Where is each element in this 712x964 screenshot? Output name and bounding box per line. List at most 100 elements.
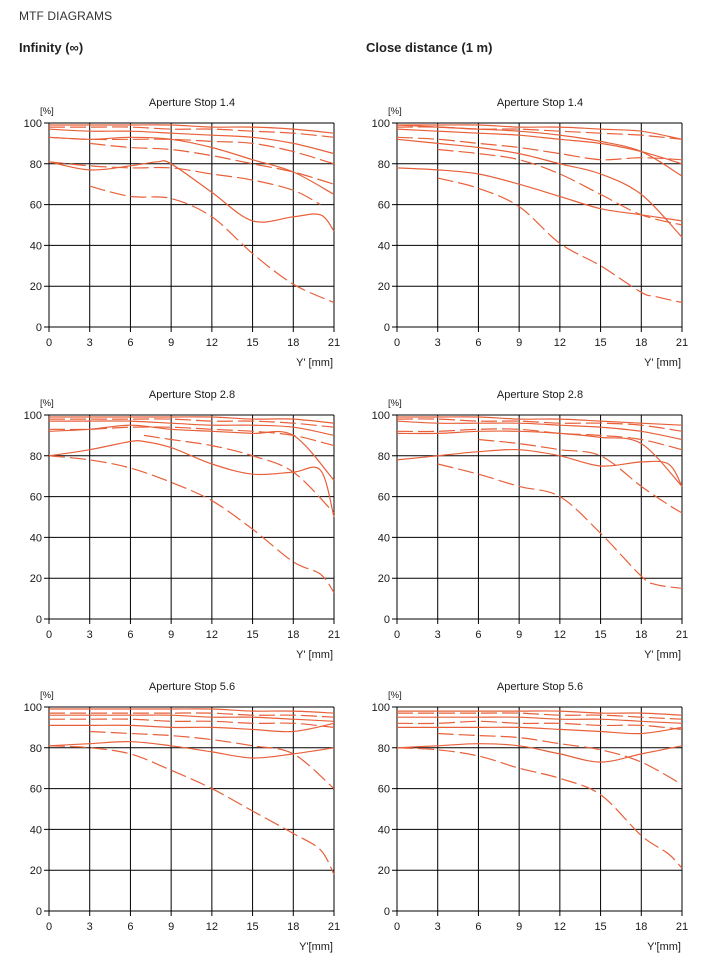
y-tick-label: 0 [36, 614, 42, 626]
x-tick-label: 3 [87, 337, 93, 349]
mtf-curve-solid [396, 743, 683, 763]
mtf-curve-solid [48, 416, 335, 424]
chart-title: Aperture Stop 2.8 [497, 389, 583, 401]
x-tick-label: 9 [168, 629, 174, 641]
mtf-chart-panel: Aperture Stop 5.6 [%] Y'[mm] 0 3 6 9 12 15 18 21 0 2… [24, 681, 340, 953]
x-tick-label: 18 [287, 921, 299, 933]
chart-title: Aperture Stop 1.4 [497, 97, 583, 109]
mtf-curve-dashed [437, 177, 683, 304]
y-tick-label: 100 [24, 118, 42, 130]
mtf-curve-dashed [437, 463, 683, 589]
y-tick-label: 20 [378, 281, 390, 293]
y-axis-unit-label: [%] [388, 106, 402, 117]
x-tick-label: 3 [87, 921, 93, 933]
mtf-curve-dashed [48, 136, 335, 165]
chart-title: Aperture Stop 1.4 [149, 97, 235, 109]
chart-title: Aperture Stop 5.6 [497, 681, 583, 693]
chart-title: Aperture Stop 2.8 [149, 389, 235, 401]
mtf-curve-dashed [396, 712, 683, 720]
y-tick-label: 60 [378, 784, 390, 796]
y-tick-label: 80 [30, 743, 42, 755]
mtf-curve-dashed [396, 428, 683, 451]
page-title: MTF DIAGRAMS [19, 9, 113, 23]
mtf-curve-dashed [49, 718, 335, 728]
y-axis-unit-label: [%] [40, 398, 54, 409]
x-tick-label: 18 [287, 629, 299, 641]
x-tick-label: 12 [206, 629, 218, 641]
mtf-curve-dashed [49, 126, 335, 138]
x-tick-label: 21 [328, 921, 340, 933]
mtf-curve-dashed [89, 185, 335, 304]
x-tick-label: 21 [676, 921, 688, 933]
mtf-chart-panel: Aperture Stop 1.4 [%] Y' [mm] 0 3 6 9 12 15 18 21 0… [372, 97, 688, 369]
x-axis-label: Y' [mm] [296, 649, 333, 661]
x-tick-label: 6 [475, 337, 481, 349]
mtf-curve-dashed [143, 434, 335, 514]
x-tick-label: 9 [168, 337, 174, 349]
mtf-curve-dashed [48, 455, 335, 593]
y-tick-label: 20 [30, 865, 42, 877]
mtf-curve-solid [397, 726, 683, 735]
x-tick-label: 0 [394, 337, 400, 349]
x-tick-label: 12 [554, 921, 566, 933]
x-tick-label: 6 [475, 921, 481, 933]
y-tick-label: 0 [384, 322, 390, 334]
x-tick-label: 18 [635, 629, 647, 641]
mtf-curve-dashed [396, 747, 683, 869]
y-tick-label: 60 [378, 200, 390, 212]
mtf-curve-dashed [396, 720, 683, 730]
y-tick-label: 40 [30, 532, 42, 544]
x-axis-label: Y' [mm] [644, 357, 681, 369]
x-tick-label: 3 [87, 629, 93, 641]
x-tick-label: 12 [206, 921, 218, 933]
x-axis-label: Y'[mm] [299, 941, 333, 953]
x-tick-label: 0 [46, 921, 52, 933]
y-tick-label: 20 [378, 573, 390, 585]
mtf-curve-solid [397, 716, 683, 724]
mtf-curve-solid [48, 420, 335, 436]
y-tick-label: 40 [30, 824, 42, 836]
mtf-curve-solid [396, 416, 683, 426]
mtf-curve-solid [396, 167, 683, 222]
mtf-chart-panel: Aperture Stop 2.8 [%] Y' [mm] 0 3 6 9 12 15 18 21 0… [372, 389, 688, 661]
y-tick-label: 80 [30, 159, 42, 171]
chart-title: Aperture Stop 5.6 [149, 681, 235, 693]
mtf-curve-solid [396, 138, 683, 238]
y-tick-label: 20 [30, 573, 42, 585]
mtf-curve-dashed [396, 136, 683, 161]
mtf-curve-dashed [48, 161, 321, 206]
x-tick-label: 15 [246, 629, 258, 641]
x-tick-label: 15 [594, 921, 606, 933]
mtf-curve-solid [48, 128, 335, 155]
y-axis-unit-label: [%] [388, 690, 402, 701]
x-tick-label: 9 [516, 337, 522, 349]
mtf-chart-panel: Aperture Stop 5.6 [%] Y'[mm] 0 3 6 9 12 15 18 21 0 2… [372, 681, 688, 953]
x-tick-label: 12 [206, 337, 218, 349]
mtf-curve-solid [49, 708, 335, 714]
x-tick-label: 6 [475, 629, 481, 641]
x-tick-label: 21 [328, 629, 340, 641]
mtf-curve-solid [396, 124, 683, 140]
y-tick-label: 40 [378, 824, 390, 836]
y-tick-label: 0 [384, 614, 390, 626]
mtf-curve-solid [49, 714, 335, 722]
x-tick-label: 0 [394, 629, 400, 641]
x-tick-label: 12 [554, 337, 566, 349]
x-tick-label: 18 [287, 337, 299, 349]
x-tick-label: 12 [554, 629, 566, 641]
mtf-curve-solid [48, 160, 335, 232]
mtf-curve-dashed [396, 418, 683, 432]
x-axis-label: Y' [mm] [644, 649, 681, 661]
x-tick-label: 6 [127, 629, 133, 641]
x-tick-label: 15 [246, 921, 258, 933]
y-tick-label: 100 [24, 410, 42, 422]
x-tick-label: 15 [594, 629, 606, 641]
y-tick-label: 40 [378, 532, 390, 544]
mtf-curve-dashed [48, 712, 335, 718]
x-tick-label: 18 [635, 337, 647, 349]
y-tick-label: 80 [378, 743, 390, 755]
x-axis-label: Y' [mm] [296, 357, 333, 369]
y-tick-label: 100 [24, 702, 42, 714]
y-tick-label: 100 [372, 702, 390, 714]
